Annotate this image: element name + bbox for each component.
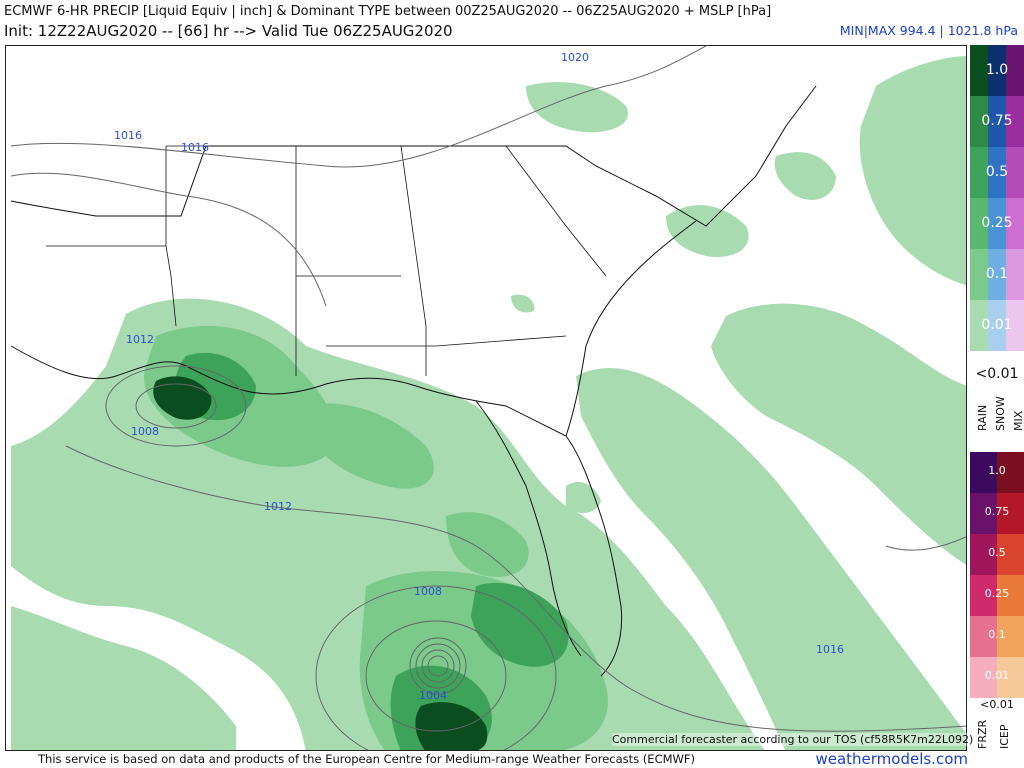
coastline <box>10 85 817 677</box>
colorbar-swatch <box>1006 96 1024 147</box>
header: ECMWF 6-HR PRECIP [Liquid Equiv | inch] … <box>0 0 1024 44</box>
colorbar-swatch <box>970 493 998 534</box>
legend-type-snow: SNOW <box>994 396 1007 431</box>
colorbar-swatch <box>997 616 1024 657</box>
colorbar-swatch <box>988 300 1007 351</box>
colorbar-level-label: 0.01 <box>981 316 1013 333</box>
colorbar-swatch <box>997 575 1024 616</box>
colorbar-swatch <box>970 147 989 198</box>
colorbar-swatch <box>1006 198 1024 249</box>
colorbar-level-label: 0.25 <box>981 214 1013 231</box>
colorbar-swatch <box>997 452 1024 493</box>
colorbar-swatch <box>970 96 989 147</box>
colorbar-swatch <box>1006 147 1024 198</box>
colorbar-level-label: 1.0 <box>985 61 1009 78</box>
colorbar-row: 0.1 <box>970 249 1024 300</box>
colorbar-swatch <box>970 657 998 698</box>
colorbar-swatch <box>997 534 1024 575</box>
colorbar-row: 0.25 <box>970 198 1024 249</box>
precip-legend: 1.0 0.75 0.5 0.25 0.1 0.01 <0.01 RAIN SNOW MI… <box>968 45 1024 751</box>
colorbar-level-label: 0.75 <box>984 504 1010 518</box>
colorbar-swatch <box>970 198 989 249</box>
data-source-note: This service is based on data and produc… <box>38 752 695 766</box>
colorbar-swatch <box>1006 300 1024 351</box>
colorbar-swatch <box>970 249 989 300</box>
colorbar-swatch <box>988 147 1007 198</box>
colorbar-swatch <box>1006 45 1024 96</box>
colorbar-level-label: 1.0 <box>988 463 1006 477</box>
min-max-pressure: MIN|MAX 994.4 | 1021.8 hPa <box>839 23 1018 38</box>
colorbar-swatch <box>988 45 1007 96</box>
colorbar-row: 0.5 <box>970 534 1024 575</box>
colorbar-row: 0.75 <box>970 96 1024 147</box>
state-borders <box>46 145 607 376</box>
colorbar-row: 1.0 <box>970 45 1024 96</box>
colorbar-swatch <box>1006 249 1024 300</box>
map-panel: 1020 1016 1016 1012 1008 1012 1008 1004 … <box>5 45 967 751</box>
colorbar-row: 0.01 <box>970 657 1024 698</box>
isobar-label: 1020 <box>561 51 589 64</box>
init-valid-line: Init: 12Z22AUG2020 -- [66] hr --> Valid … <box>4 22 453 40</box>
colorbar-level-label: 0.5 <box>985 163 1009 180</box>
isobar-label: 1016 <box>114 129 142 142</box>
map-title: ECMWF 6-HR PRECIP [Liquid Equiv | inch] … <box>4 4 772 19</box>
colorbar-row: 0.1 <box>970 616 1024 657</box>
isobar-label: 1008 <box>131 425 159 438</box>
brand-link[interactable]: weathermodels.com <box>815 750 968 768</box>
colorbar-swatch <box>988 249 1007 300</box>
colorbar-level-label: 0.75 <box>981 112 1013 129</box>
colorbar-swatch <box>997 493 1024 534</box>
colorbar-swatch <box>970 616 998 657</box>
colorbar-level-label: 0.1 <box>985 265 1009 282</box>
colorbar-swatch <box>970 300 989 351</box>
colorbar-row: 1.0 <box>970 452 1024 493</box>
isobar-label: 1012 <box>126 333 154 346</box>
colorbar-level-label: 0.5 <box>988 545 1006 559</box>
legend-type-mix: MIX <box>1012 410 1024 431</box>
isobar-label: 1016 <box>181 141 209 154</box>
colorbar-swatch <box>970 45 989 96</box>
colorbar-swatch <box>988 96 1007 147</box>
colorbar-swatch <box>997 657 1024 698</box>
isobar-label: 1012 <box>264 500 292 513</box>
legend-type-rain: RAIN <box>976 404 989 431</box>
colorbar-swatch <box>970 452 998 493</box>
colorbar-row: 0.25 <box>970 575 1024 616</box>
tos-notice: Commercial forecaster according to our T… <box>612 733 974 746</box>
isobar-label: 1004 <box>419 689 447 702</box>
isobar-label: 1016 <box>816 643 844 656</box>
isobar-label: 1008 <box>414 585 442 598</box>
footer: This service is based on data and produc… <box>0 750 1024 768</box>
colorbar-swatch <box>988 198 1007 249</box>
isobars <box>10 46 966 750</box>
legend-type-frzr: FRZR <box>976 719 989 749</box>
colorbar-level-label: 0.25 <box>984 586 1010 600</box>
legend-below-threshold-bottom: <0.01 <box>980 698 1014 711</box>
colorbar-row: 0.5 <box>970 147 1024 198</box>
colorbar-row: 0.75 <box>970 493 1024 534</box>
colorbar-swatch <box>970 534 998 575</box>
map-canvas: 1020 1016 1016 1012 1008 1012 1008 1004 … <box>10 46 966 750</box>
colorbar-row: 0.01 <box>970 300 1024 351</box>
legend-below-threshold: <0.01 <box>975 366 1019 382</box>
colorbar-swatch <box>970 575 998 616</box>
legend-type-icep: ICEP <box>998 724 1011 749</box>
colorbar-level-label: 0.01 <box>984 668 1010 682</box>
colorbar-level-label: 0.1 <box>988 627 1006 641</box>
